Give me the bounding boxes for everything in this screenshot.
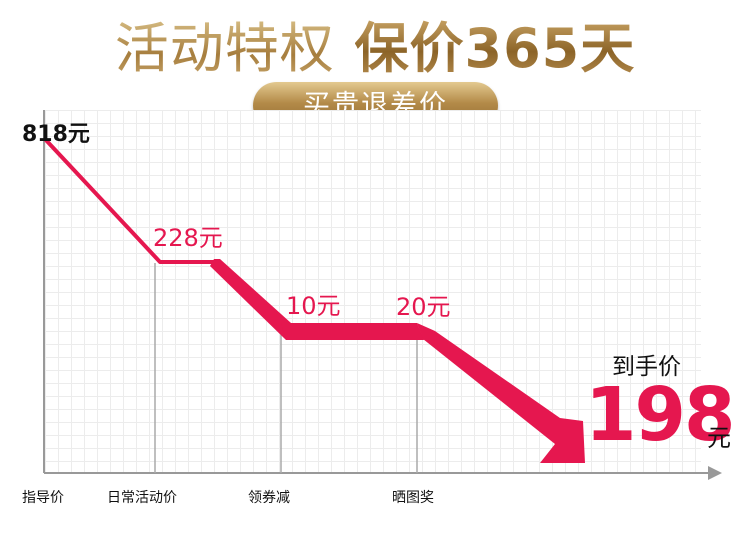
x-tick-label-daily: 日常活动价 <box>107 490 177 506</box>
x-tick-label-review: 晒图奖 <box>392 490 434 506</box>
page-title: 活动特权 保价365天 <box>0 4 750 83</box>
final-price-caption: 到手价 <box>612 354 681 380</box>
title-part-2: 保价365天 <box>354 17 636 80</box>
final-price-value: 198 <box>585 372 735 458</box>
price-line-top <box>42 136 215 264</box>
final-price-unit: 元 <box>707 424 731 452</box>
step-label-review: 20元 <box>396 293 451 321</box>
step-label-coupon: 10元 <box>286 292 341 320</box>
x-axis-arrow <box>708 466 722 480</box>
price-drop-arrow <box>417 323 585 463</box>
price-drop-segment-coupon <box>210 259 291 340</box>
title-part-1: 活动特权 <box>114 17 335 80</box>
price-plateau-segment <box>281 323 424 340</box>
step-label-daily: 228元 <box>153 224 223 252</box>
x-tick-label-coupon: 领券减 <box>248 490 290 506</box>
start-price-label: 818元 <box>22 122 90 147</box>
x-tick-label-guide: 指导价 <box>22 490 64 506</box>
